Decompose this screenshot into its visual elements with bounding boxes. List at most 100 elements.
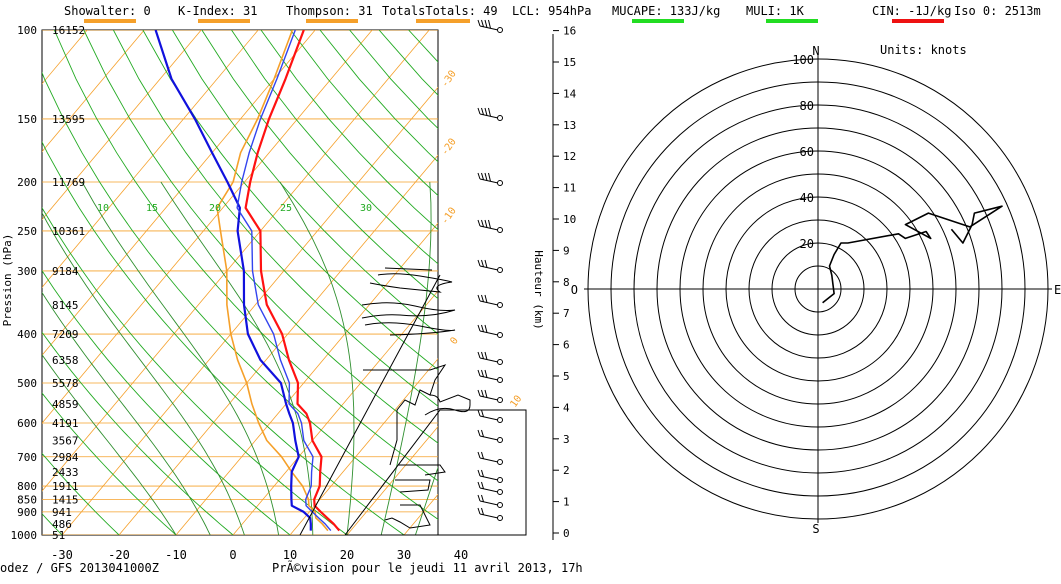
parcel-diagonal-line (299, 274, 441, 536)
index-label-5: MUCAPE: 133J/kg (612, 4, 720, 18)
dry-adiabat-150 (349, 30, 438, 129)
pressure-tick-800: 800 (17, 480, 37, 493)
temp-tick-0: 0 (229, 548, 236, 562)
geopotential-label-150: 13595 (52, 113, 85, 126)
wind-barb-6 (477, 324, 503, 338)
moist-adiabat-8 (81, 181, 280, 535)
dry-adiabat-10 (42, 269, 291, 535)
temp-tick--10: -10 (165, 548, 187, 562)
moist-adiabat--4 (42, 291, 211, 535)
isotherm-10 (289, 358, 438, 535)
cloud-profile-outline (361, 267, 471, 529)
index-bar-2 (306, 19, 358, 23)
index-bar-5 (632, 19, 684, 23)
cloud-and-wind-overlay: 10 15 20 25 30 -30 -20 -10 0 10 (97, 19, 527, 536)
dry-adiabat--10 (42, 392, 177, 535)
isotherm-30 (403, 493, 438, 535)
wind-barb-3 (477, 219, 503, 233)
height-tick-7: 7 (563, 307, 570, 320)
index-bar-1 (198, 19, 250, 23)
pressure-tick-400: 400 (17, 328, 37, 341)
height-tick-2: 2 (563, 464, 570, 477)
dry-adiabat-50 (53, 30, 438, 482)
compass-N: N (812, 44, 819, 58)
virtual-temperature-line (236, 30, 332, 532)
index-bar-7 (892, 19, 944, 23)
footer-model-label: odez / GFS 2013041000Z (0, 561, 159, 575)
wind-barb-10 (477, 409, 503, 423)
compass-S: S (812, 522, 819, 536)
height-tick-14: 14 (563, 87, 577, 100)
mixing-ratio-label-0: 10 (97, 203, 109, 214)
wind-barb-8 (477, 369, 503, 383)
geopotential-label-1000: 51 (52, 529, 65, 542)
geopotential-label-450: 6358 (52, 354, 79, 367)
index-bar-0 (84, 19, 136, 23)
isotherm--10 (175, 222, 438, 535)
dewpoint-profile-line (154, 30, 312, 531)
moist-adiabat-20 (279, 181, 355, 535)
wind-barb-2 (477, 172, 503, 186)
dry-adiabat-120 (260, 30, 438, 231)
wind-barb-14 (477, 481, 503, 495)
pressure-tick-150: 150 (17, 113, 37, 126)
height-tick-15: 15 (563, 56, 576, 69)
geopotential-label-500: 5578 (52, 377, 79, 390)
dry-adiabat--20 (42, 452, 120, 535)
dry-adiabat-140 (319, 30, 438, 163)
isotherm-label-3: 0 (448, 335, 460, 346)
height-tick-5: 5 (563, 370, 570, 383)
dry-adiabat-60 (83, 30, 438, 444)
stability-indices-header: Showalter: 0 K-Index: 31 Thompson: 31 Total… (64, 4, 1041, 23)
hodograph-parcel-box (344, 409, 527, 536)
isotherm-label-0: -30 (439, 69, 458, 90)
geopotential-label-600: 4191 (52, 417, 79, 430)
moist-adiabat-2 (42, 211, 245, 535)
geopotential-label-900: 941 (52, 506, 72, 519)
dry-adiabat-40 (42, 71, 438, 520)
skewt-axes: 1001502002503004005006007008008509001000… (1, 24, 577, 562)
geopotential-label-850: 1415 (52, 493, 79, 506)
moist-adiabat--10 (42, 353, 177, 535)
height-tick-11: 11 (563, 182, 576, 195)
pressure-tick-900: 900 (17, 506, 37, 519)
skewt-profiles (154, 30, 341, 532)
index-label-0: Showalter: 0 (64, 4, 151, 18)
pressure-tick-100: 100 (17, 24, 37, 37)
geopotential-label-950: 486 (52, 518, 72, 531)
height-tick-12: 12 (563, 150, 576, 163)
height-tick-9: 9 (563, 244, 570, 257)
temperature-profile-line (244, 30, 341, 532)
wind-barb-16 (477, 507, 503, 521)
pressure-tick-600: 600 (17, 417, 37, 430)
pressure-tick-500: 500 (17, 377, 37, 390)
wind-barb-13 (477, 469, 503, 483)
hodograph-ring-label-60: 60 (800, 145, 814, 159)
dry-adiabat-100 (201, 30, 438, 300)
dry-adiabat-20 (42, 206, 348, 535)
isotherm--30 (61, 86, 438, 535)
dry-adiabat-170 (408, 30, 438, 63)
geopotential-label-100: 16152 (52, 24, 85, 37)
compass-E: E (1054, 283, 1061, 297)
geopotential-label-650: 3567 (52, 435, 79, 448)
height-tick-6: 6 (563, 339, 570, 352)
wind-barb-1 (477, 107, 503, 121)
temp-tick-10: 10 (283, 548, 297, 562)
hodograph-trace (822, 205, 1003, 304)
hodograph-ring-label-20: 20 (800, 237, 814, 251)
moist-adiabat-14 (160, 181, 314, 535)
moist-adiabat-26 (380, 181, 432, 535)
isotherm-label-4: 10 (508, 394, 524, 410)
pressure-tick-1000: 1000 (11, 529, 38, 542)
temp-tick-40: 40 (454, 548, 468, 562)
index-label-2: Thompson: 31 (286, 4, 373, 18)
temp-tick-30: 30 (397, 548, 411, 562)
index-label-3: TotalsTotals: 49 (382, 4, 498, 18)
dry-adiabat-90 (172, 30, 438, 335)
isotherm--70 (42, 30, 259, 289)
moist-adiabat-32 (414, 466, 438, 535)
dry-adiabat-110 (231, 30, 438, 265)
isotherm-50 (518, 30, 942, 535)
